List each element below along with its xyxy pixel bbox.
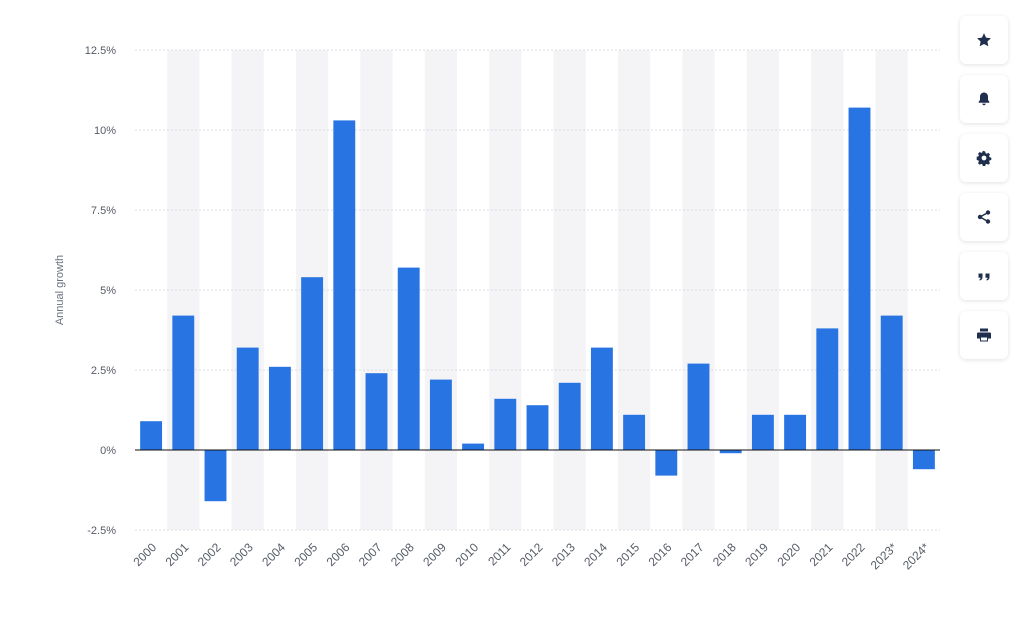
y-tick-label: 5% — [100, 285, 116, 297]
x-tick-label: 2023* — [868, 540, 900, 572]
x-tick-label: 2019 — [742, 540, 771, 569]
bar[interactable] — [494, 398, 517, 450]
y-tick-label: 7.5% — [91, 205, 116, 217]
bar[interactable] — [526, 405, 549, 450]
bar[interactable] — [204, 450, 227, 502]
x-tick-label: 2000 — [130, 540, 159, 569]
bar[interactable] — [365, 373, 388, 450]
quote-icon — [978, 273, 990, 281]
bar[interactable] — [848, 107, 871, 450]
y-tick-label: 10% — [94, 125, 116, 137]
share-icon — [977, 210, 991, 224]
y-tick-labels: -2.5% 0% 2.5% 5% 7.5% 10% 12.5% — [85, 45, 116, 537]
x-tick-label: 2010 — [452, 540, 481, 569]
y-tick-label: 2.5% — [91, 365, 116, 377]
cite-button[interactable] — [960, 252, 1008, 300]
x-tick-label: 2022 — [839, 540, 868, 569]
x-tick-label: 2015 — [613, 540, 642, 569]
y-tick-label: -2.5% — [87, 525, 116, 537]
favorite-button[interactable] — [960, 16, 1008, 64]
x-tick-label: 2009 — [420, 540, 449, 569]
x-tick-label: 2003 — [227, 540, 256, 569]
notification-button[interactable] — [960, 75, 1008, 123]
column-band — [618, 50, 651, 530]
bar[interactable] — [397, 267, 420, 450]
bar[interactable] — [816, 328, 839, 450]
y-tick-label: 12.5% — [85, 45, 116, 57]
settings-button[interactable] — [960, 134, 1008, 182]
bar[interactable] — [719, 450, 742, 454]
x-tick-label: 2012 — [517, 540, 546, 569]
x-tick-label: 2020 — [774, 540, 803, 569]
bar[interactable] — [172, 315, 195, 450]
bar[interactable] — [140, 421, 163, 450]
bell-icon — [978, 92, 990, 106]
bar[interactable] — [590, 347, 613, 450]
bar[interactable] — [751, 414, 774, 450]
x-tick-label: 2016 — [646, 540, 675, 569]
x-tick-label: 2007 — [356, 540, 385, 569]
share-button[interactable] — [960, 193, 1008, 241]
x-tick-label: 2014 — [581, 540, 610, 569]
bar[interactable] — [623, 414, 646, 450]
print-button[interactable] — [960, 311, 1008, 359]
chart-toolbar — [960, 16, 1008, 359]
y-tick-label: 0% — [100, 445, 116, 457]
x-tick-label: 2002 — [195, 540, 224, 569]
x-tick-label: 2017 — [678, 540, 707, 569]
bar[interactable] — [268, 366, 291, 450]
x-tick-label: 2021 — [807, 540, 836, 569]
x-tick-label: 2001 — [163, 540, 192, 569]
chart-area: -2.5% 0% 2.5% 5% 7.5% 10% 12.5% 2000 2001 2002 20… — [54, 45, 940, 572]
bar[interactable] — [462, 443, 485, 450]
x-tick-labels: 2000 2001 2002 2003 2004 2005 2006 2007 2008 2009… — [130, 540, 932, 572]
bar[interactable] — [236, 347, 259, 450]
x-tick-label: 2005 — [291, 540, 320, 569]
bar-chart: -2.5%0%2.5%5%7.5%10%12.5% 2000 2001 2002 20… — [54, 45, 940, 572]
x-tick-label: 2024* — [900, 540, 932, 572]
bar[interactable] — [301, 277, 324, 450]
bar[interactable] — [333, 120, 356, 451]
x-tick-label: 2006 — [324, 540, 353, 569]
x-tick-label: 2008 — [388, 540, 417, 569]
y-axis-title: Annual growth — [54, 255, 66, 325]
bar[interactable] — [687, 363, 710, 450]
print-icon — [977, 328, 991, 342]
bar[interactable] — [784, 414, 807, 450]
bar[interactable] — [912, 450, 935, 470]
x-tick-label: 2013 — [549, 540, 578, 569]
bar[interactable] — [558, 382, 581, 450]
bars — [140, 107, 935, 502]
x-tick-label: 2011 — [485, 540, 513, 568]
gear-icon — [976, 150, 992, 166]
star-icon — [977, 33, 991, 47]
x-tick-label: 2018 — [710, 540, 739, 569]
bar[interactable] — [655, 450, 678, 476]
x-tick-label: 2004 — [259, 540, 288, 569]
bar[interactable] — [880, 315, 903, 450]
bar[interactable] — [429, 379, 452, 450]
